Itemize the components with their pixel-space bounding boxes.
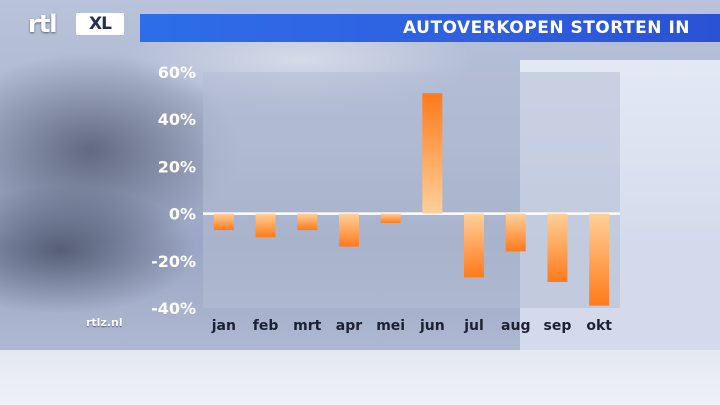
x-tick-label: mei xyxy=(376,318,405,334)
watermark: rtlz.nl xyxy=(86,316,123,329)
y-tick-label: 0% xyxy=(169,205,196,224)
logo-rtl-text: rtl xyxy=(28,10,58,38)
bar-sep xyxy=(547,213,568,283)
bar-jan xyxy=(213,213,234,231)
bar-jul xyxy=(464,213,485,278)
y-tick-label: 20% xyxy=(158,157,196,176)
x-axis-ticks: jan feb mrt apr mei jun jul aug sep okt xyxy=(211,318,613,334)
bar-aug xyxy=(505,213,526,252)
title-bar: AUTOVERKOPEN STORTEN IN xyxy=(140,14,720,42)
logo-xl-badge: XL xyxy=(76,13,124,35)
bar-feb xyxy=(255,213,276,238)
x-tick-label: apr xyxy=(336,318,362,334)
x-tick-label: okt xyxy=(586,318,612,334)
y-axis-ticks: 60% 40% 20% 0% -20% -40% xyxy=(151,63,196,318)
x-tick-label: aug xyxy=(501,318,530,334)
x-tick-label: jul xyxy=(463,318,484,334)
y-tick-label: 60% xyxy=(158,63,196,82)
y-tick-label: -20% xyxy=(151,252,196,271)
x-tick-label: mrt xyxy=(293,318,321,334)
chart-title: AUTOVERKOPEN STORTEN IN xyxy=(403,18,690,38)
bar-jun xyxy=(422,93,443,214)
bar-series xyxy=(203,93,620,306)
y-tick-label: -40% xyxy=(151,299,196,318)
bar-apr xyxy=(338,213,359,247)
x-tick-label: jan xyxy=(211,318,236,334)
y-tick-label: 40% xyxy=(158,110,196,129)
bottom-band xyxy=(0,350,720,405)
bar-mrt xyxy=(297,213,318,231)
x-tick-label: jun xyxy=(419,318,445,334)
bar-okt xyxy=(589,213,610,306)
bar-mei xyxy=(380,213,401,224)
channel-logo: rtl XL xyxy=(28,9,128,41)
x-tick-label: sep xyxy=(544,318,572,334)
x-tick-label: feb xyxy=(253,318,279,334)
